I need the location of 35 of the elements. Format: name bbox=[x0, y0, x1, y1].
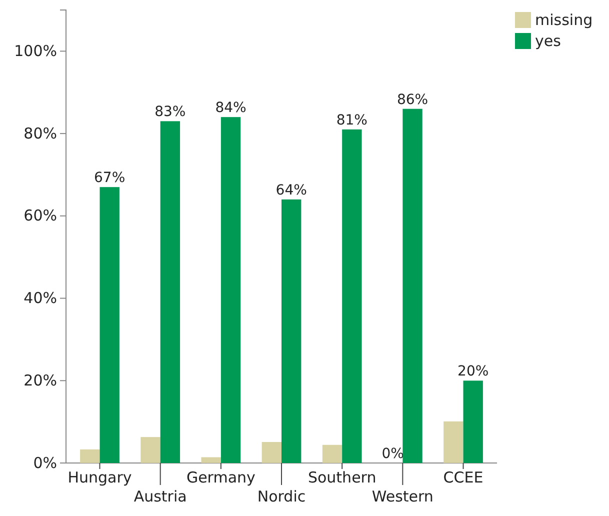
data-label: 81% bbox=[336, 112, 368, 128]
x-tick-label: Germany bbox=[186, 468, 256, 487]
y-tick-label: 20% bbox=[24, 371, 57, 390]
bar bbox=[140, 437, 160, 463]
bar bbox=[100, 187, 120, 463]
bar bbox=[342, 129, 362, 463]
bar bbox=[160, 121, 180, 463]
legend-label: yes bbox=[535, 32, 562, 50]
x-tick-label: Nordic bbox=[257, 488, 306, 506]
data-label: 86% bbox=[396, 92, 428, 108]
data-label: 67% bbox=[94, 170, 126, 186]
data-label: 20% bbox=[458, 364, 489, 380]
data-label: 83% bbox=[154, 104, 186, 120]
x-tick-label: Western bbox=[372, 488, 434, 506]
bar bbox=[262, 442, 282, 463]
y-tick-label: 40% bbox=[24, 289, 57, 308]
x-tick-label: Austria bbox=[134, 488, 187, 506]
y-tick-label: 80% bbox=[24, 124, 57, 142]
data-label: 84% bbox=[215, 100, 246, 116]
x-tick-label: Hungary bbox=[68, 468, 132, 487]
x-tick-label: Southern bbox=[308, 468, 376, 487]
y-tick-label: 60% bbox=[24, 206, 57, 225]
bar bbox=[282, 199, 302, 463]
bar bbox=[402, 108, 422, 463]
bar bbox=[220, 117, 241, 463]
data-label: 64% bbox=[276, 182, 307, 198]
bar bbox=[80, 449, 100, 463]
y-tick-label: 100% bbox=[14, 42, 57, 60]
x-tick-label: CCEE bbox=[443, 468, 484, 487]
bar bbox=[463, 380, 483, 463]
bar bbox=[322, 444, 342, 463]
bar bbox=[201, 457, 221, 463]
bar bbox=[444, 421, 464, 463]
legend-label: missing bbox=[535, 11, 593, 29]
y-tick-label: 0% bbox=[33, 454, 57, 472]
